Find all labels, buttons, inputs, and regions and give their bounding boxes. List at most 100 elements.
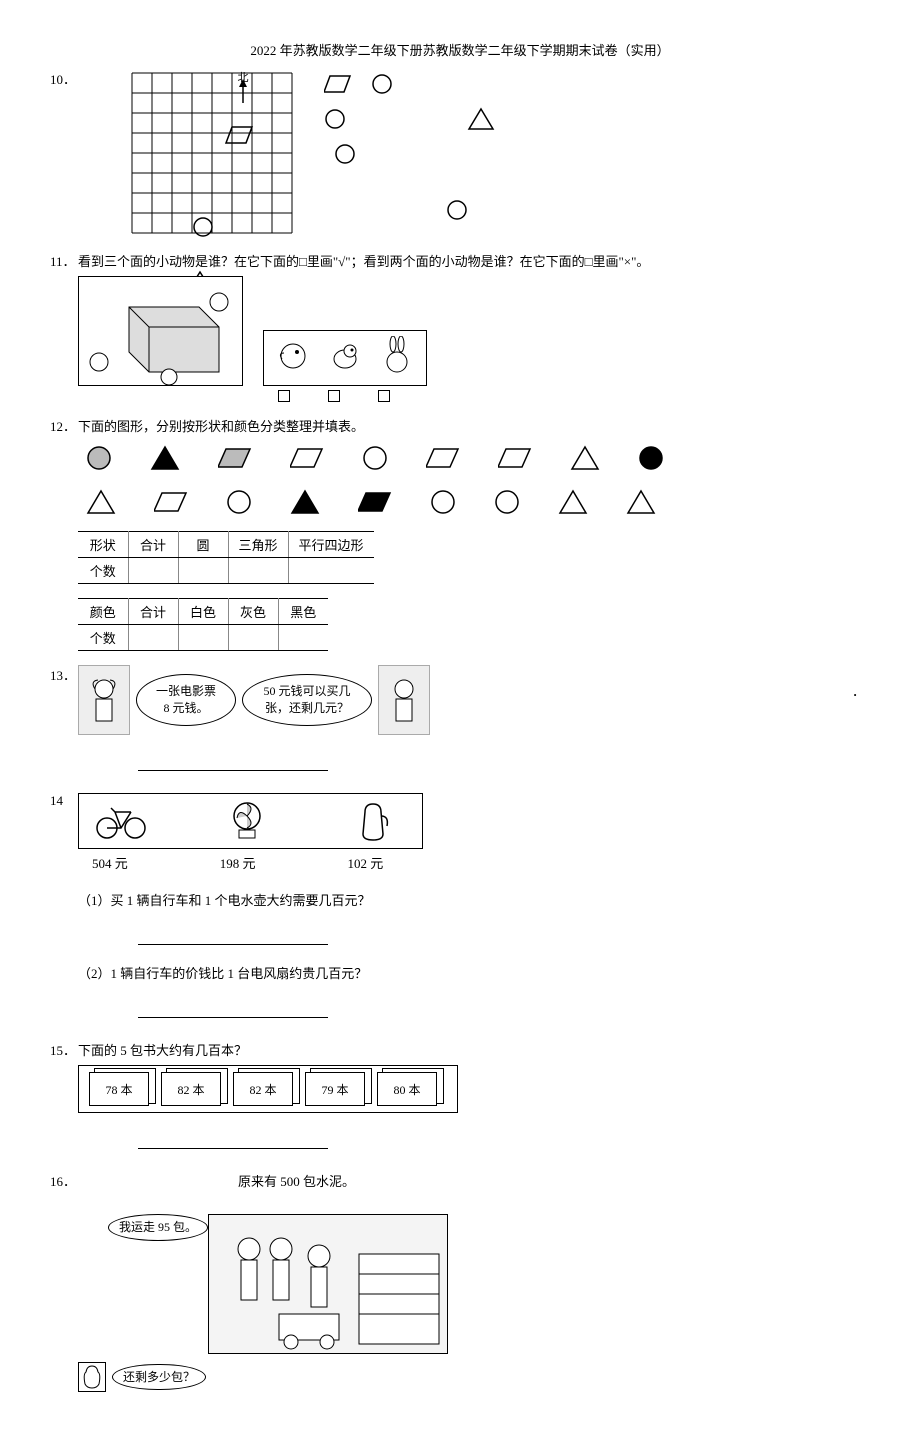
checkbox[interactable] (328, 390, 340, 402)
circle-icon (371, 73, 393, 99)
sack-icon (78, 1362, 106, 1392)
tri-icon (150, 445, 180, 475)
tri-icon (626, 489, 656, 519)
tri-icon (570, 445, 600, 475)
circle-icon (446, 199, 468, 225)
circle-icon (226, 489, 252, 519)
q15-num: 15． (50, 1040, 78, 1059)
speech-bubble-question: 还剩多少包？ (112, 1364, 206, 1391)
price-bicycle: 504 元 (92, 853, 128, 872)
question-14: 14 504 元 198 元 102 元 （1）买 1 辆自行车和 1 个电水壶… (50, 793, 870, 1026)
q12-shapes-row2 (78, 485, 870, 523)
table-header: 合计 (128, 532, 178, 558)
para-icon (426, 447, 460, 473)
girl-icon (78, 665, 130, 735)
table-header: 灰色 (228, 599, 278, 625)
tri-icon (86, 489, 116, 519)
circle-icon (324, 108, 346, 134)
q14-sub1: （1）买 1 辆自行车和 1 个电水壶大约需要几百元？ (78, 890, 870, 909)
chick-icon (328, 339, 362, 377)
checkbox[interactable] (278, 390, 290, 402)
q10-right-shapes (316, 69, 503, 229)
table-header: 黑色 (278, 599, 328, 625)
table-header: 合计 (128, 599, 178, 625)
table-header: 颜色 (78, 599, 128, 625)
question-10: 10． 北 (50, 69, 870, 237)
para-icon (154, 491, 188, 517)
grid-svg: 北 (128, 69, 296, 237)
checkbox[interactable] (378, 390, 390, 402)
page: 2022 年苏教版数学二年级下册苏教版数学二年级下学期期末试卷（实用） 10． … (0, 0, 920, 1446)
q11-scene (78, 276, 243, 386)
price-kettle: 102 元 (348, 853, 384, 872)
q14-price-row: 504 元 198 元 102 元 (92, 853, 870, 872)
cement-scene (208, 1214, 448, 1354)
book-box: 79 本 (305, 1072, 365, 1106)
q13-num: 13． (50, 665, 78, 684)
answer-line[interactable] (138, 1000, 328, 1018)
speech-bubble-question: 50 元钱可以买几 张，还剩几元？ (242, 674, 372, 726)
parallelogram-icon (226, 127, 252, 143)
answer-line[interactable] (138, 753, 328, 771)
circle-icon (494, 489, 520, 519)
question-12: 12． 下面的图形，分别按形状和颜色分类整理并填表。 形状合计圆三角形平行四边形… (50, 416, 870, 651)
table-row-label: 个数 (78, 558, 128, 584)
table-header: 圆 (178, 532, 228, 558)
book-box: 80 本 (377, 1072, 437, 1106)
q10-num: 10． (50, 69, 78, 88)
para-icon (290, 447, 324, 473)
fan-icon (219, 800, 275, 842)
circle-icon (638, 445, 664, 475)
q14-items-panel (78, 793, 423, 849)
tri-icon (558, 489, 588, 519)
q11-animal-row (263, 330, 427, 386)
q12-num: 12． (50, 416, 78, 435)
book-box: 82 本 (161, 1072, 221, 1106)
bird-icon (276, 339, 310, 377)
q15-book-row: 78 本 82 本 82 本 79 本 80 本 (78, 1065, 458, 1113)
table-row-label: 个数 (78, 625, 128, 651)
para-icon (218, 447, 252, 473)
q12-table-color: 颜色合计白色灰色黑色 个数 (78, 598, 328, 651)
circle-icon (334, 143, 356, 169)
q11-checkboxes (278, 390, 870, 402)
q10-grid: 北 (128, 69, 296, 237)
kettle-icon (345, 800, 401, 842)
q16-scene: 我运走 95 包。 我运走 125 包。 (78, 1194, 478, 1354)
answer-line[interactable] (138, 927, 328, 945)
triangle-icon (467, 107, 495, 135)
question-16: 16． 原来有 500 包水泥。 我运走 95 包。 我运走 125 包。 (50, 1171, 870, 1392)
q11-text: 看到三个面的小动物是谁？在它下面的□里画"√"；看到两个面的小动物是谁？在它下面… (78, 251, 870, 270)
stray-dot: ． (852, 681, 865, 700)
question-13: 13． 一张电影票 8 元钱。 50 元钱可以买几 张，还剩几元？ (50, 665, 870, 779)
parallelogram-icon (324, 74, 352, 98)
q12-shapes-row1 (78, 441, 870, 479)
q12-table-shape: 形状合计圆三角形平行四边形 个数 (78, 531, 374, 584)
table-header: 形状 (78, 532, 128, 558)
q15-text: 下面的 5 包书大约有几百本？ (78, 1040, 870, 1059)
circle-icon (430, 489, 456, 519)
question-11: 11． 看到三个面的小动物是谁？在它下面的□里画"√"；看到两个面的小动物是谁？… (50, 251, 870, 402)
page-title: 2022 年苏教版数学二年级下册苏教版数学二年级下学期期末试卷（实用） (50, 40, 870, 59)
q16-num: 16． (50, 1171, 78, 1190)
question-15: 15． 下面的 5 包书大约有几百本？ 78 本 82 本 82 本 79 本 80 本 (50, 1040, 870, 1157)
boy-icon (378, 665, 430, 735)
para-icon (498, 447, 532, 473)
speech-bubble-left: 我运走 95 包。 (108, 1214, 208, 1241)
rabbit-icon (380, 336, 414, 380)
price-fan: 198 元 (220, 853, 256, 872)
table-header: 三角形 (228, 532, 288, 558)
tri-icon (290, 489, 320, 519)
book-box: 78 本 (89, 1072, 149, 1106)
circle-icon (362, 445, 388, 475)
q11-num: 11． (50, 251, 78, 270)
speech-bubble-ticket: 一张电影票 8 元钱。 (136, 674, 236, 726)
bicycle-icon (93, 800, 149, 842)
q12-text: 下面的图形，分别按形状和颜色分类整理并填表。 (78, 416, 870, 435)
table-header: 白色 (178, 599, 228, 625)
q14-sub2: （2）1 辆自行车的价钱比 1 台电风扇约贵几百元？ (78, 963, 870, 982)
para-icon (358, 491, 392, 517)
answer-line[interactable] (138, 1131, 328, 1149)
book-box: 82 本 (233, 1072, 293, 1106)
table-header: 平行四边形 (288, 532, 374, 558)
